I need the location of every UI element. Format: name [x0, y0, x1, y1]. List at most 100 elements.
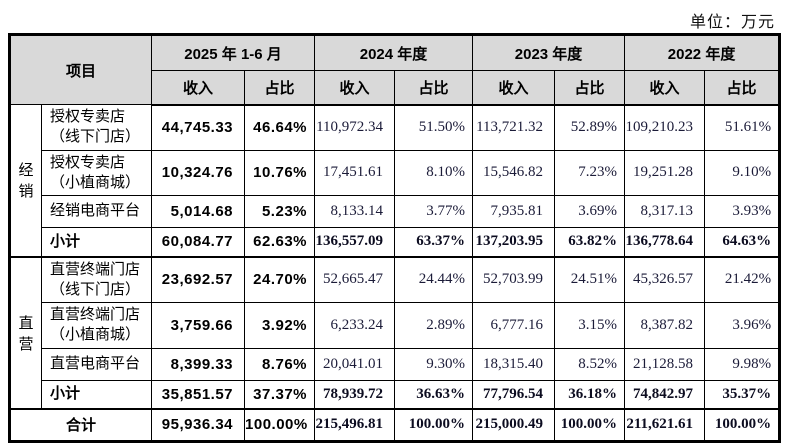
value-cell: 51.61%: [704, 104, 781, 151]
header-period-2025: 2025 年 1-6 月: [151, 34, 316, 71]
row-label: 经销电商平台: [40, 195, 153, 228]
header-item: 项目: [8, 34, 153, 105]
subtotal-label: 小计: [40, 379, 153, 410]
value-cell: 7,935.81: [472, 195, 556, 228]
value-cell: 8.76%: [244, 347, 316, 381]
value-cell: 3.69%: [554, 195, 626, 228]
value-cell: 3.77%: [394, 195, 474, 228]
table-row: 授权专卖店 （小植商城） 10,324.76 10.76% 17,451.61 …: [10, 149, 781, 196]
value-cell: 9.10%: [704, 149, 781, 196]
value-cell: 15,546.82: [472, 149, 556, 196]
row-label: 直营电商平台: [40, 347, 153, 381]
value-cell: 3.92%: [244, 302, 316, 349]
revenue-by-channel-table: 项目 2025 年 1-6 月 2024 年度 2023 年度 2022 年度 …: [8, 33, 782, 443]
value-cell: 113,721.32: [472, 104, 556, 151]
header-ratio-2023: 占比: [554, 70, 626, 106]
table-row: 经销电商平台 5,014.68 5.23% 8,133.14 3.77% 7,9…: [10, 195, 781, 228]
value-cell: 3.15%: [554, 302, 626, 349]
value-cell: 7.23%: [554, 149, 626, 196]
group-label-direct: 直营: [9, 255, 42, 410]
value-cell: 51.50%: [394, 104, 474, 151]
table-row: 直营电商平台 8,399.33 8.76% 20,041.01 9.30% 18…: [10, 347, 781, 381]
value-cell: 8,399.33: [151, 347, 246, 381]
value-cell: 5,014.68: [151, 195, 246, 228]
value-cell: 109,210.23: [624, 104, 706, 151]
value-cell: 17,451.61: [314, 149, 396, 196]
value-cell: 23,692.57: [151, 255, 246, 303]
header-ratio-2024: 占比: [394, 70, 474, 106]
value-cell: 2.89%: [394, 302, 474, 349]
value-cell: 62.63%: [244, 227, 316, 257]
value-cell: 137,203.95: [472, 227, 556, 257]
value-cell: 6,233.24: [314, 302, 396, 349]
value-cell: 63.37%: [394, 227, 474, 257]
value-cell: 36.63%: [394, 379, 474, 410]
table-row: 直营 直营终端门店 （线下门店） 23,692.57 24.70% 52,665…: [9, 255, 781, 410]
value-cell: 211,621.61: [624, 408, 706, 442]
value-cell: 45,326.57: [624, 255, 706, 303]
value-cell: 44,745.33: [151, 104, 246, 151]
value-cell: 60,084.77: [151, 227, 246, 257]
value-cell: 3.93%: [704, 195, 781, 228]
value-cell: 5.23%: [244, 195, 316, 228]
value-cell: 110,972.34: [314, 104, 396, 151]
value-cell: 8,133.14: [314, 195, 396, 228]
row-label: 直营终端门店 （线下门店）: [40, 255, 153, 303]
value-cell: 100.00%: [704, 408, 781, 442]
total-row: 合计 95,936.34 100.00% 215,496.81 100.00% …: [8, 408, 781, 442]
value-cell: 19,251.28: [624, 149, 706, 196]
header-period-2024: 2024 年度: [314, 34, 474, 71]
value-cell: 24.70%: [244, 255, 316, 303]
value-cell: 78,939.72: [314, 379, 396, 410]
row-label: 直营终端门店 （小植商城）: [40, 302, 153, 349]
value-cell: 10.76%: [244, 149, 316, 196]
value-cell: 136,778.64: [624, 227, 706, 257]
value-cell: 9.98%: [704, 347, 781, 381]
value-cell: 52,703.99: [472, 255, 556, 303]
table-row: 直营终端门店 （小植商城） 3,759.66 3.92% 6,233.24 2.…: [10, 302, 781, 349]
value-cell: 20,041.01: [314, 347, 396, 381]
value-cell: 136,557.09: [314, 227, 396, 257]
value-cell: 24.51%: [554, 255, 626, 303]
value-cell: 37.37%: [244, 379, 316, 410]
row-label: 授权专卖店 （小植商城）: [40, 149, 153, 196]
table-row: 经销 授权专卖店 （线下门店） 44,745.33 46.64% 110,972…: [9, 104, 781, 257]
header-period-2023: 2023 年度: [472, 34, 626, 71]
header-revenue-2023: 收入: [472, 70, 556, 106]
subtotal-row: 小计 60,084.77 62.63% 136,557.09 63.37% 13…: [10, 227, 781, 257]
value-cell: 46.64%: [244, 104, 316, 151]
value-cell: 3.96%: [704, 302, 781, 349]
value-cell: 8.52%: [554, 347, 626, 381]
value-cell: 21.42%: [704, 255, 781, 303]
value-cell: 77,796.54: [472, 379, 556, 410]
value-cell: 100.00%: [244, 408, 316, 442]
value-cell: 36.18%: [554, 379, 626, 410]
header-revenue-2022: 收入: [624, 70, 706, 106]
value-cell: 35,851.57: [151, 379, 246, 410]
unit-label: 单位：万元: [689, 14, 775, 31]
value-cell: 215,496.81: [314, 408, 396, 442]
header-revenue-2025: 收入: [151, 70, 246, 106]
value-cell: 21,128.58: [624, 347, 706, 381]
value-cell: 52.89%: [554, 104, 626, 151]
value-cell: 24.44%: [394, 255, 474, 303]
total-label: 合计: [8, 408, 153, 442]
value-cell: 8.10%: [394, 149, 474, 196]
value-cell: 74,842.97: [624, 379, 706, 410]
group-label-distribution: 经销: [9, 104, 42, 257]
value-cell: 6,777.16: [472, 302, 556, 349]
value-cell: 100.00%: [554, 408, 626, 442]
value-cell: 63.82%: [554, 227, 626, 257]
subtotal-label: 小计: [40, 227, 153, 257]
value-cell: 8,387.82: [624, 302, 706, 349]
value-cell: 10,324.76: [151, 149, 246, 196]
value-cell: 64.63%: [704, 227, 781, 257]
header-ratio-2025: 占比: [244, 70, 316, 106]
value-cell: 8,317.13: [624, 195, 706, 228]
value-cell: 35.37%: [704, 379, 781, 410]
header-period-2022: 2022 年度: [624, 34, 781, 71]
value-cell: 100.00%: [394, 408, 474, 442]
header-revenue-2024: 收入: [314, 70, 396, 106]
header-ratio-2022: 占比: [704, 70, 781, 106]
value-cell: 215,000.49: [472, 408, 556, 442]
